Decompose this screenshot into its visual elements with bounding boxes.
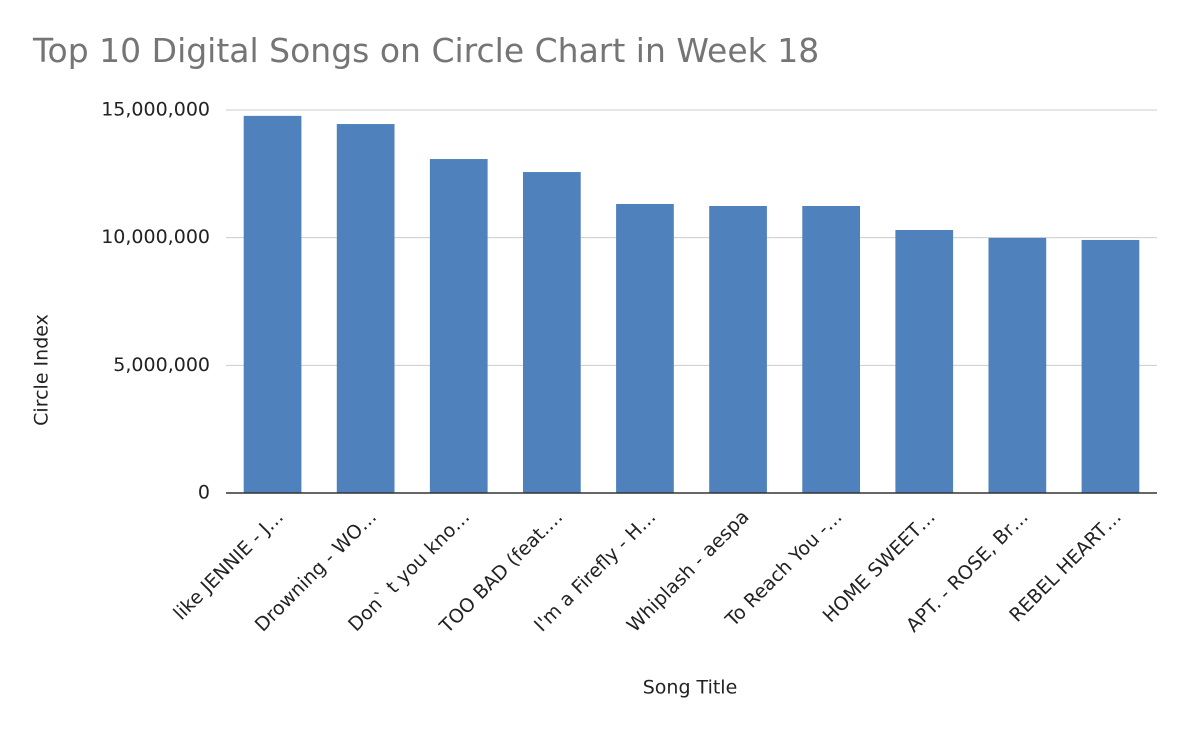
bar [709,206,767,493]
bar [522,172,581,493]
bar [616,203,674,494]
chart-title: Top 10 Digital Songs on Circle Chart in … [32,31,819,70]
x-axis-title: Song Title [643,677,738,699]
y-tick-label: 10,000,000 [101,226,210,248]
y-axis-title: Circle Index [31,314,53,426]
bar [895,230,954,494]
bar [988,237,1047,493]
y-tick-label: 0 [198,482,210,504]
bar [336,124,395,493]
bar [429,159,488,494]
bar [802,206,861,493]
bar [243,115,302,493]
y-tick-label: 15,000,000 [101,99,210,121]
bar [1081,239,1140,493]
y-tick-label: 5,000,000 [113,354,210,376]
